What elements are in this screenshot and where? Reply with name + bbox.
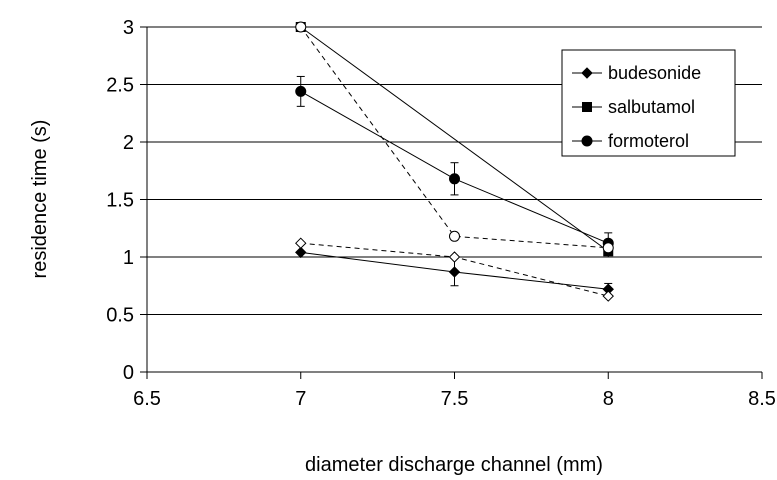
y-tick-label: 2.5 <box>106 75 134 97</box>
data-point-diamond <box>448 266 461 278</box>
y-tick-label: 2 <box>123 132 134 154</box>
series-unlabeled-4 <box>295 21 614 254</box>
legend-label: salbutamol <box>608 97 695 117</box>
y-tick-label: 3 <box>123 17 134 39</box>
data-point-circle <box>295 21 307 33</box>
legend-marker-circle <box>581 135 593 147</box>
x-tick-label: 7.5 <box>441 388 469 410</box>
series-budesonide <box>295 246 614 296</box>
x-tick-label: 6.5 <box>133 388 161 410</box>
series-layer <box>295 21 614 302</box>
x-tick-label: 8 <box>603 388 614 410</box>
y-tick-label: 1.5 <box>106 190 134 212</box>
data-point-circle <box>449 173 460 185</box>
x-tick-label: 8.5 <box>748 388 776 410</box>
data-point-diamond <box>295 237 307 249</box>
legend-marker-diamond <box>581 67 593 79</box>
series-line <box>300 26 609 252</box>
x-tick-labels: 6.5 7 7.5 8 8.5 <box>133 388 776 410</box>
x-axis-label: diameter discharge channel (mm) <box>305 454 603 476</box>
series-unlabeled-3 <box>295 237 614 302</box>
y-tick-labels: 0 0.5 1 1.5 2 2.5 3 <box>106 17 134 384</box>
legend-marker-square <box>582 102 592 112</box>
data-point-circle <box>602 242 614 254</box>
y-axis-label: residence time (s) <box>29 120 51 279</box>
data-point-circle <box>295 85 307 97</box>
legend-label: formoterol <box>608 131 689 151</box>
series-formoterol <box>295 75 614 255</box>
data-point-diamond <box>602 290 614 302</box>
axes <box>140 26 763 379</box>
data-point-diamond <box>295 246 307 259</box>
series-line <box>300 26 609 249</box>
x-tick-label: 7 <box>295 388 306 410</box>
y-tick-label: 1 <box>123 247 134 269</box>
legend-label: budesonide <box>608 63 701 83</box>
y-tick-label: 0 <box>123 362 134 384</box>
y-tick-label: 0.5 <box>106 305 134 327</box>
data-point-circle <box>449 230 460 242</box>
legend: budesonide salbutamol formoterol <box>561 49 736 157</box>
data-point-diamond <box>448 251 461 263</box>
